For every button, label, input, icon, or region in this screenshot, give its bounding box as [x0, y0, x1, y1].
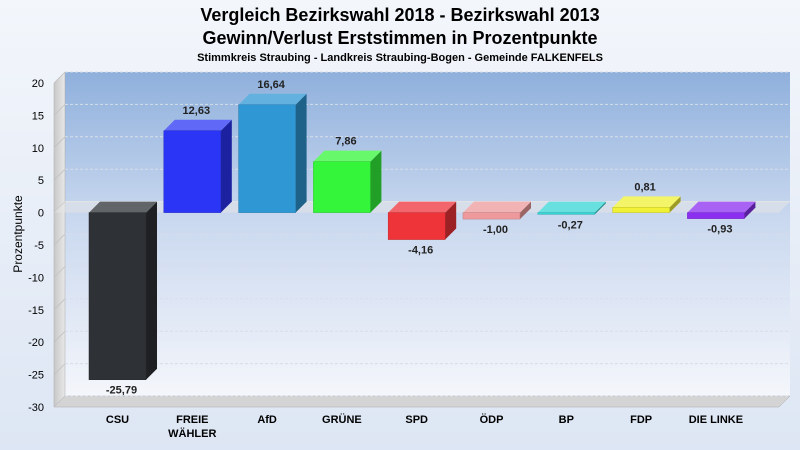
data-label: -4,16 — [408, 245, 433, 257]
bar-side — [594, 201, 606, 215]
bar — [387, 212, 446, 240]
gridline-side — [53, 168, 66, 181]
data-label: -25,79 — [106, 385, 137, 397]
bar — [612, 207, 670, 213]
gridline-side — [53, 298, 66, 311]
y-tick-label: 15 — [32, 110, 44, 122]
chart-titles: Vergleich Bezirkswahl 2018 - Bezirkswahl… — [0, 4, 800, 64]
bar-side — [669, 196, 681, 213]
gridline-side — [53, 330, 66, 343]
x-tick-label: AfD — [257, 414, 277, 426]
x-tick-label: WÄHLER — [168, 427, 216, 440]
x-tick-label: FREIE — [176, 414, 208, 426]
x-tick-label: CSU — [106, 414, 129, 426]
bar-top — [313, 150, 382, 162]
y-tick-label: -5 — [34, 240, 44, 252]
chart-subtitle: Stimmkreis Straubing - Landkreis Straubi… — [197, 52, 603, 64]
data-label: 0,81 — [634, 181, 655, 193]
data-label: 7,86 — [335, 136, 356, 148]
gridline-side — [53, 395, 66, 408]
bar-side — [146, 201, 157, 380]
gridline-side — [53, 136, 66, 149]
bar — [88, 212, 147, 380]
y-tick-label: -15 — [28, 305, 44, 317]
y-tick-label: 0 — [38, 208, 44, 220]
gridline-side — [53, 104, 66, 116]
data-label: -1,00 — [483, 224, 508, 236]
data-label: 16,64 — [257, 79, 285, 91]
chart-title: Vergleich Bezirkswahl 2018 - Bezirkswahl… — [200, 5, 600, 25]
x-tick-label: GRÜNE — [322, 413, 362, 426]
bar-top — [687, 201, 756, 213]
x-tick-label: DIE LINKE — [689, 414, 743, 426]
y-tick-label: -10 — [28, 272, 44, 284]
chart-title-2: Gewinn/Verlust Erststimmen in Prozentpun… — [202, 28, 598, 48]
bar-top — [89, 201, 157, 213]
bar-top — [537, 201, 606, 213]
plot-floor — [53, 395, 791, 408]
bar — [313, 161, 371, 213]
gridline-side — [53, 266, 66, 278]
bar — [537, 212, 596, 215]
x-tick-label: ÖDP — [480, 413, 504, 426]
bar-side — [520, 201, 531, 220]
gridline-side — [53, 233, 66, 246]
bar — [238, 104, 296, 213]
bar-side — [220, 119, 232, 213]
bar — [462, 212, 521, 220]
x-tick-label: FDP — [630, 414, 652, 426]
y-tick-label: 10 — [32, 143, 44, 155]
y-tick-label: -20 — [28, 337, 44, 349]
y-tick-label: 20 — [32, 78, 44, 90]
bar — [687, 212, 745, 219]
bar-side — [370, 150, 382, 213]
x-tick-label: SPD — [405, 414, 428, 426]
data-label: -0,27 — [558, 219, 583, 231]
data-label: -0,93 — [707, 224, 732, 236]
bar-top — [612, 196, 681, 208]
gridline-side — [53, 363, 66, 375]
y-axis-label: Prozentpunkte — [11, 195, 25, 273]
gridline-side — [53, 71, 66, 84]
data-label: 12,63 — [183, 105, 211, 117]
bar-top — [388, 201, 457, 213]
x-tick-label: BP — [559, 414, 574, 426]
y-tick-label: -25 — [28, 370, 44, 382]
bar-top — [238, 93, 307, 105]
bar-top — [163, 119, 232, 131]
y-tick-label: -30 — [28, 402, 44, 414]
bar-top — [463, 201, 531, 213]
y-tick-label: 5 — [38, 175, 44, 187]
bar-side — [744, 201, 756, 219]
bar-side — [295, 93, 307, 213]
bar-side — [445, 201, 457, 240]
bar — [163, 130, 222, 213]
